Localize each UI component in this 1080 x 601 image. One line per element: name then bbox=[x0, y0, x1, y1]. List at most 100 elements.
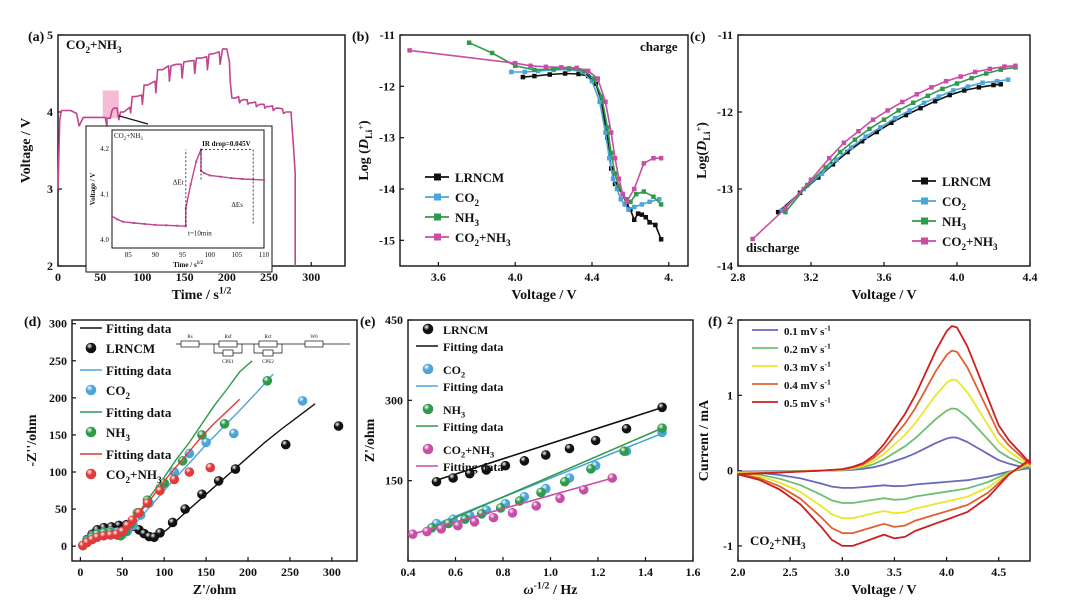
data-point bbox=[531, 501, 542, 511]
data-point bbox=[543, 64, 549, 70]
y-tick-label: 200 bbox=[49, 391, 67, 405]
inset-x-tick-label: 110 bbox=[259, 251, 270, 259]
data-point bbox=[910, 100, 916, 106]
legend-label: Fitting data bbox=[106, 447, 172, 462]
data-point bbox=[925, 93, 931, 99]
legend-marker bbox=[85, 384, 97, 396]
data-point bbox=[775, 209, 781, 215]
data-point bbox=[436, 524, 447, 534]
data-point bbox=[422, 526, 432, 537]
y-tick-label: 5 bbox=[47, 28, 53, 42]
data-point bbox=[631, 204, 637, 210]
legend-label: 0.2 mV s-1 bbox=[784, 342, 831, 356]
legend-label: Fitting data bbox=[106, 405, 172, 420]
legend-label: NH3 bbox=[942, 214, 967, 232]
data-point bbox=[969, 75, 974, 81]
y-tick-label: 150 bbox=[385, 474, 403, 488]
x-tick-label: 4.5 bbox=[991, 565, 1006, 579]
data-point bbox=[651, 194, 656, 199]
series-line bbox=[784, 66, 1016, 213]
data-point bbox=[1013, 63, 1018, 69]
data-point bbox=[612, 171, 618, 176]
series-line bbox=[781, 78, 1009, 212]
ir-drop-label: IR drop=0.045V bbox=[202, 140, 251, 148]
data-point bbox=[892, 115, 898, 121]
legend-marker bbox=[422, 403, 434, 415]
data-point bbox=[407, 529, 418, 540]
x-tick-label: 0.8 bbox=[496, 565, 511, 579]
delta-et-label: ΔEt bbox=[173, 178, 184, 186]
legend-label: CO2 bbox=[942, 194, 967, 212]
legend-marker bbox=[921, 197, 928, 205]
legend-marker bbox=[921, 237, 928, 245]
y-tick-label: 250 bbox=[49, 354, 67, 368]
y-tick-label: 150 bbox=[49, 428, 67, 442]
legend-label: 0.1 mV s-1 bbox=[784, 324, 831, 338]
cv-curve bbox=[737, 325, 1031, 547]
inset-y-tick-label: 4.2 bbox=[100, 145, 109, 153]
x-tick-label: 2.5 bbox=[783, 565, 798, 579]
data-point bbox=[624, 197, 629, 202]
data-point bbox=[610, 176, 616, 181]
y-tick-label: 0 bbox=[61, 539, 67, 553]
data-point bbox=[878, 125, 883, 130]
legend-label: 0.5 mV s-1 bbox=[784, 396, 831, 410]
data-point bbox=[929, 85, 934, 90]
data-point bbox=[536, 487, 546, 498]
data-point bbox=[184, 448, 195, 459]
data-point bbox=[936, 94, 941, 99]
x-axis-label: ω-1/2 / Hz bbox=[524, 580, 578, 598]
data-point bbox=[519, 456, 530, 466]
data-point bbox=[603, 99, 608, 104]
data-point bbox=[1005, 77, 1011, 82]
data-point bbox=[512, 60, 518, 66]
data-point bbox=[658, 155, 664, 161]
panel-f: 2.0 2.5 3.0 3.5 4.0 4.5 -1 0 1 2 Voltage / V Curren… bbox=[697, 313, 1031, 598]
data-point bbox=[159, 478, 170, 488]
data-point bbox=[574, 65, 579, 71]
data-point bbox=[597, 99, 602, 104]
data-point bbox=[827, 155, 832, 161]
data-point bbox=[867, 126, 872, 132]
data-point bbox=[184, 467, 195, 477]
data-point bbox=[562, 71, 568, 76]
legend-label: CO2+NH3 bbox=[443, 443, 494, 460]
panel-label: (e) bbox=[360, 315, 376, 330]
data-point bbox=[658, 202, 664, 207]
data-point bbox=[845, 149, 850, 155]
data-point bbox=[918, 105, 923, 111]
x-tick-label: 1.0 bbox=[543, 565, 558, 579]
legend-label: Fitting data bbox=[443, 340, 503, 354]
x-tick-label: 200 bbox=[239, 565, 257, 579]
highlight-box bbox=[102, 90, 119, 119]
y-axis-label: Current / mA bbox=[697, 399, 712, 481]
data-point bbox=[488, 512, 499, 523]
data-point bbox=[641, 161, 647, 166]
legend-label: CO2 bbox=[443, 363, 465, 380]
legend-label: NH3 bbox=[443, 403, 465, 420]
panel-label: (c) bbox=[690, 30, 706, 45]
x-tick-label: 4.4 bbox=[585, 270, 600, 284]
y-tick-label: -14 bbox=[379, 182, 395, 196]
x-tick-label: 250 bbox=[260, 270, 278, 284]
data-point bbox=[837, 149, 843, 155]
x-axis-label: Voltage / V bbox=[851, 288, 916, 303]
x-tick-label: 1.4 bbox=[638, 565, 653, 579]
data-point bbox=[520, 74, 526, 80]
inset-data-point bbox=[263, 178, 265, 181]
inset: 85 90 95 100 105 110 4.0 4.1 4.2 Time / s1/2 Volta… bbox=[85, 125, 273, 273]
data-point bbox=[914, 92, 920, 97]
equivalent-circuit: Rs Rsf CPE1 Rct CPE2 W0 bbox=[176, 335, 350, 365]
time-label: t=10min bbox=[188, 229, 212, 237]
x-tick-label: 2.8 bbox=[731, 270, 746, 284]
inset-x-axis-label: Time / s1/2 bbox=[173, 261, 203, 269]
data-point bbox=[582, 68, 587, 74]
data-point bbox=[994, 78, 1000, 84]
y-tick-label: 2 bbox=[47, 259, 53, 273]
inset-x-tick-label: 85 bbox=[125, 251, 133, 259]
circuit-element bbox=[218, 340, 238, 348]
x-tick-label: 3.6 bbox=[431, 270, 446, 284]
data-point bbox=[965, 84, 971, 89]
panel-a: 0 50 100 150 200 250 300 2 3 4 5 Time / s1/2 Voltage… bbox=[19, 28, 346, 303]
